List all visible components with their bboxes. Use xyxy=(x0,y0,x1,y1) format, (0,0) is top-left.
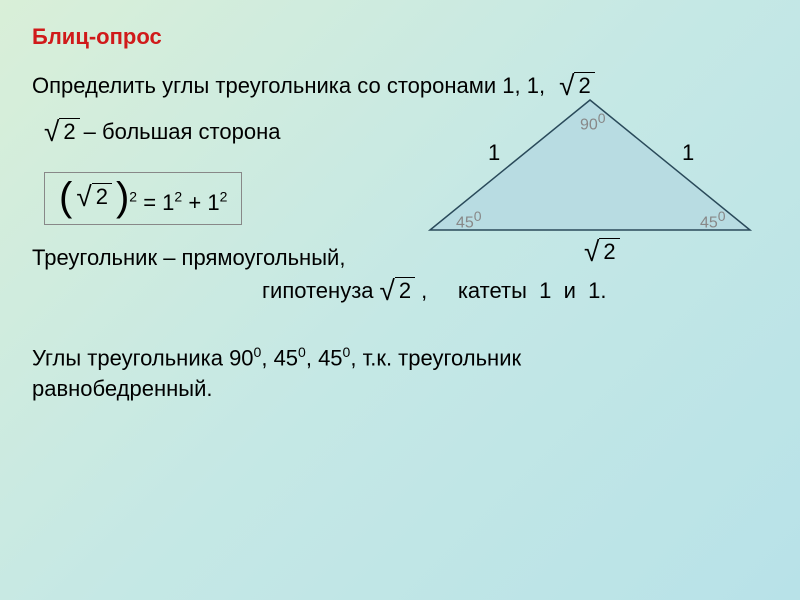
pythagoras-formula: ( √ 2 ) 2 = 12 + 12 xyxy=(44,172,242,225)
equals: = xyxy=(143,190,162,215)
angle-right-sup: 0 xyxy=(718,208,726,224)
angle-top: 900 xyxy=(580,110,606,134)
angle-left: 450 xyxy=(456,208,482,232)
radical-sign: √ xyxy=(380,277,395,305)
rhs-b-exp: 2 xyxy=(220,189,228,205)
radicand-2: 2 xyxy=(59,118,79,145)
quiz-title: Блиц-опрос xyxy=(32,24,768,50)
hypotenuse-label: гипотенуза xyxy=(262,274,374,307)
triangle-diagram: 900 450 450 1 1 √ 2 xyxy=(400,90,780,290)
radical-sign: √ xyxy=(76,183,91,211)
outer-exp: 2 xyxy=(129,189,137,205)
rparen: ) xyxy=(116,181,129,213)
ans-s2: 0 xyxy=(298,344,306,360)
final-answer: Углы треугольника 900, 450, 450, т.к. тр… xyxy=(32,343,768,405)
angle-left-val: 45 xyxy=(456,214,474,231)
ans-p3: , 45 xyxy=(306,345,343,370)
ans-p4: , т.к. треугольник xyxy=(350,345,521,370)
hyp-radicand-diagram: 2 xyxy=(599,238,619,265)
radical-sign: √ xyxy=(584,238,599,266)
angle-right-val: 45 xyxy=(700,214,718,231)
side-left-label: 1 xyxy=(488,140,500,166)
largest-side-note: √ 2 – большая сторона xyxy=(40,118,372,146)
ans-p5: равнобедренный. xyxy=(32,376,212,401)
ans-p1: Углы треугольника 90 xyxy=(32,345,254,370)
title-text: Блиц-опрос xyxy=(32,24,162,49)
angle-right: 450 xyxy=(700,208,726,232)
rhs-a-exp: 2 xyxy=(174,189,182,205)
angle-top-sup: 0 xyxy=(598,110,606,126)
rhs-b: 1 xyxy=(207,190,219,215)
ans-p2: , 45 xyxy=(261,345,298,370)
sqrt-symbol-2: √ 2 xyxy=(44,118,80,146)
lparen: ( xyxy=(59,181,72,213)
hyp-sqrt-diagram: √ 2 xyxy=(584,238,620,266)
radical-sign: √ xyxy=(44,118,59,146)
sqrt-in-formula: √ 2 xyxy=(76,183,112,211)
angle-top-val: 90 xyxy=(580,116,598,133)
largest-side-text: – большая сторона xyxy=(84,119,281,145)
rhs-a: 1 xyxy=(162,190,174,215)
angle-left-sup: 0 xyxy=(474,208,482,224)
side-right-label: 1 xyxy=(682,140,694,166)
plus: + xyxy=(188,190,201,215)
radicand-formula: 2 xyxy=(92,183,112,210)
hypotenuse-label-diagram: √ 2 xyxy=(580,238,624,266)
